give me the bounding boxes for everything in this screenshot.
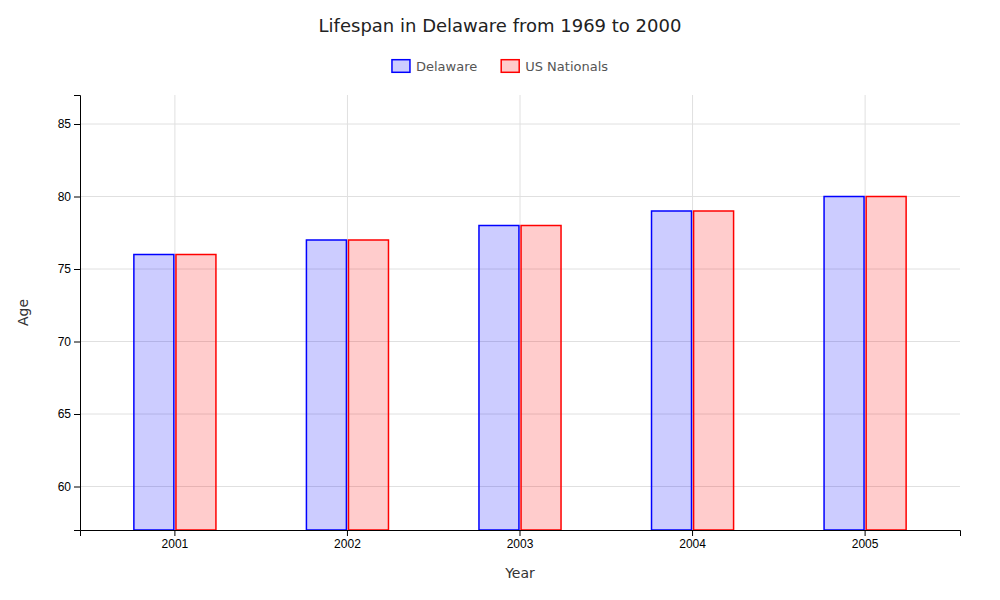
bar [349,240,389,530]
x-tick: 2002 [334,530,361,551]
y-tick: 60 [58,480,80,494]
y-tick-mark [74,124,80,125]
y-axis: 60 65 70 75 80 85 [58,96,81,531]
y-tick-mark [74,269,80,270]
y-tick-label: 65 [58,407,72,421]
x-tick-mark [692,530,693,536]
y-tick: 70 [58,335,80,349]
x-tick-mark [865,530,866,536]
y-tick-label: 70 [58,335,72,349]
y-tick-label: 85 [58,117,72,131]
bar [134,255,174,531]
x-tick: 2005 [852,530,879,551]
legend-label: Delaware [416,59,477,74]
chart: 2001 2002 2003 2004 2005 60 65 70 75 80 85 Year Age L… [0,0,1000,600]
bar [521,226,561,531]
y-tick: 80 [58,190,80,204]
x-tick-label: 2005 [852,537,879,551]
x-tick: 2004 [679,530,706,551]
y-tick: 65 [58,407,80,421]
y-axis-line [74,96,81,531]
x-tick: 2003 [507,530,534,551]
grid [80,95,960,530]
y-tick: 85 [58,117,80,131]
bar [479,226,519,531]
y-tick-label: 80 [58,190,72,204]
x-tick-label: 2001 [162,537,189,551]
legend-item: Delaware [392,59,477,74]
legend-item: US Nationals [501,59,608,74]
y-tick-label: 60 [58,480,72,494]
y-tick: 75 [58,262,80,276]
x-axis: 2001 2002 2003 2004 2005 [81,530,961,551]
bar [306,240,346,530]
bars [134,197,906,531]
y-tick-mark [74,414,80,415]
y-tick-mark [74,342,80,343]
y-tick-mark [74,197,80,198]
x-tick-mark [174,530,175,536]
y-tick-label: 75 [58,262,72,276]
x-tick-label: 2002 [334,537,361,551]
bar [694,211,734,530]
bar [866,197,906,531]
y-tick-mark [74,487,80,488]
bar-series [176,197,906,531]
x-tick-mark [347,530,348,536]
x-tick-mark [520,530,521,536]
title: Lifespan in Delaware from 1969 to 2000 [319,15,682,36]
y-axis-title: Age [15,299,31,326]
bar [176,255,216,531]
plot: 2001 2002 2003 2004 2005 60 65 70 75 80 85 [58,95,961,551]
bar-series [134,197,864,531]
x-axis-title: Year [504,565,535,581]
bar [824,197,864,531]
bar [652,211,692,530]
legend: Delaware US Nationals [392,59,608,74]
x-axis-line [81,531,961,537]
x-tick-label: 2004 [679,537,706,551]
legend-swatch [501,60,519,73]
x-tick-label: 2003 [507,537,534,551]
legend-swatch [392,60,410,73]
legend-label: US Nationals [525,59,608,74]
x-tick: 2001 [162,530,189,551]
